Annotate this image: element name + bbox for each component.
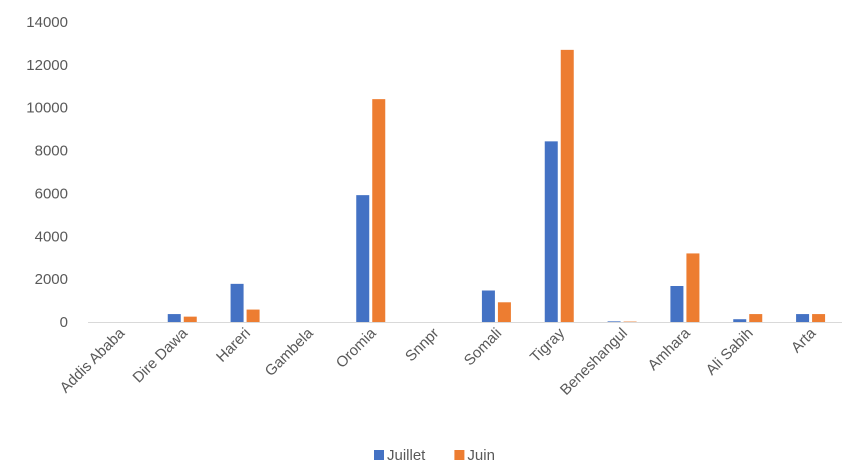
bar-juillet-oromia bbox=[356, 195, 370, 322]
y-tick-label: 6000 bbox=[35, 185, 68, 202]
legend-label-juin: Juin bbox=[467, 447, 495, 464]
bar-juillet-arta bbox=[796, 314, 810, 322]
x-category-label: Amhara bbox=[645, 324, 695, 374]
x-axis-category-labels: Addis Ababa Dire Dawa Hareri Gambela Oromia S… bbox=[57, 324, 820, 398]
legend: Juillet Juin bbox=[374, 447, 495, 464]
x-category-label: Arta bbox=[788, 324, 820, 356]
bar-juillet-beneshangul bbox=[607, 321, 621, 322]
x-category-label: Addis Ababa bbox=[57, 324, 129, 396]
bar-juin-arta bbox=[812, 314, 826, 322]
legend-label-juillet: Juillet bbox=[387, 447, 426, 464]
y-axis-ticks: 0 2000 4000 6000 8000 10000 12000 14000 bbox=[26, 14, 68, 331]
y-tick-label: 0 bbox=[60, 314, 68, 331]
y-tick-label: 4000 bbox=[35, 228, 68, 245]
bar-juin-amhara bbox=[686, 253, 700, 322]
bar-juin-ali-sabih bbox=[749, 314, 763, 322]
x-category-label: Hareri bbox=[213, 325, 254, 366]
bar-juin-oromia bbox=[372, 99, 386, 323]
bar-juillet-somali bbox=[481, 290, 495, 322]
x-category-label: Somali bbox=[461, 325, 505, 369]
x-category-label: Gambela bbox=[262, 324, 318, 380]
bar-juillet-ali-sabih bbox=[733, 319, 747, 322]
bar-juin-hareri bbox=[246, 309, 260, 322]
x-category-label: Beneshangul bbox=[557, 325, 631, 399]
x-category-label: Dire Dawa bbox=[130, 324, 192, 386]
y-tick-label: 14000 bbox=[26, 14, 68, 31]
bars bbox=[167, 49, 826, 323]
bar-juillet-hareri bbox=[230, 283, 244, 322]
bar-juillet-dire-dawa bbox=[167, 314, 181, 322]
y-tick-label: 2000 bbox=[35, 271, 68, 288]
bar-juin-somali bbox=[497, 302, 511, 322]
x-category-label: Ali Sabih bbox=[703, 325, 757, 379]
bar-juillet-amhara bbox=[670, 286, 684, 322]
legend-swatch-juin bbox=[454, 450, 465, 460]
bar-juin-tigray bbox=[560, 49, 574, 322]
y-tick-label: 10000 bbox=[26, 100, 68, 117]
x-category-label: Snnpr bbox=[402, 325, 442, 365]
bar-juin-dire-dawa bbox=[183, 316, 197, 322]
y-tick-label: 12000 bbox=[26, 57, 68, 74]
x-category-label: Tigray bbox=[527, 324, 568, 365]
y-tick-label: 8000 bbox=[35, 143, 68, 160]
x-category-label: Oromia bbox=[333, 324, 380, 371]
legend-swatch-juillet bbox=[374, 450, 384, 460]
bar-juillet-tigray bbox=[544, 141, 558, 322]
